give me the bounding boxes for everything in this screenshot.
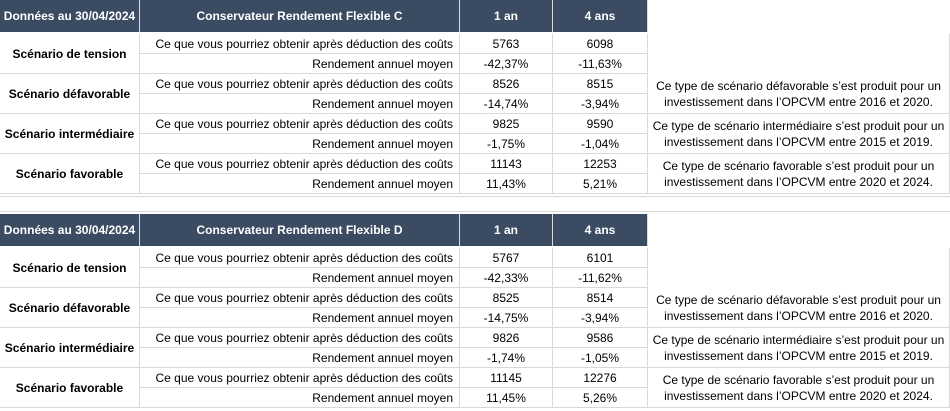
cost-label: Ce que vous pourriez obtenir après déduc… [140,154,460,174]
scenario-name: Scénario intermédiaire [0,114,140,154]
header-date: Données au 30/04/2024 [0,0,140,32]
header-4-years: 4 ans [553,214,648,246]
cost-label: Ce que vous pourriez obtenir après déduc… [140,74,460,94]
yield-label: Rendement annuel moyen [140,174,460,194]
yield-1-year: -42,33% [460,268,553,288]
cost-4-years: 9586 [553,328,648,348]
header-4-years: 4 ans [553,0,648,32]
cost-1-year: 9825 [460,114,553,134]
cost-label: Ce que vous pourriez obtenir après déduc… [140,34,460,54]
cost-label: Ce que vous pourriez obtenir après déduc… [140,368,460,388]
yield-label: Rendement annuel moyen [140,94,460,114]
header-date: Données au 30/04/2024 [0,214,140,246]
header-fund-name: Conservateur Rendement Flexible C [140,0,460,32]
cost-4-years: 6101 [553,248,648,268]
scenario-name: Scénario favorable [0,368,140,408]
scenario-comment: Ce type de scénario défavorable s’est pr… [648,74,950,114]
yield-4-years: -3,94% [553,308,648,328]
yield-1-year: 11,43% [460,174,553,194]
cost-1-year: 8526 [460,74,553,94]
cost-1-year: 8525 [460,288,553,308]
scenario-comment [648,248,950,288]
cost-1-year: 5767 [460,248,553,268]
yield-1-year: -1,75% [460,134,553,154]
table-separator [0,196,950,212]
yield-1-year: -42,37% [460,54,553,74]
yield-4-years: -11,63% [553,54,648,74]
yield-4-years: -3,94% [553,94,648,114]
cost-label: Ce que vous pourriez obtenir après déduc… [140,114,460,134]
cost-4-years: 6098 [553,34,648,54]
header-fund-name: Conservateur Rendement Flexible D [140,214,460,246]
yield-label: Rendement annuel moyen [140,268,460,288]
cost-4-years: 8515 [553,74,648,94]
yield-label: Rendement annuel moyen [140,134,460,154]
yield-1-year: 11,45% [460,388,553,408]
scenario-comment: Ce type de scénario intermédiaire s’est … [648,328,950,368]
scenario-comment: Ce type de scénario intermédiaire s’est … [648,114,950,154]
cost-label: Ce que vous pourriez obtenir après déduc… [140,328,460,348]
yield-4-years: -1,04% [553,134,648,154]
yield-1-year: -14,75% [460,308,553,328]
scenario-name: Scénario de tension [0,248,140,288]
yield-1-year: -1,74% [460,348,553,368]
scenario-name: Scénario de tension [0,34,140,74]
scenario-name: Scénario intermédiaire [0,328,140,368]
yield-label: Rendement annuel moyen [140,348,460,368]
yield-label: Rendement annuel moyen [140,388,460,408]
scenario-name: Scénario défavorable [0,74,140,114]
cost-4-years: 12276 [553,368,648,388]
cost-4-years: 8514 [553,288,648,308]
cost-1-year: 11145 [460,368,553,388]
yield-label: Rendement annuel moyen [140,308,460,328]
scenario-table: Données au 30/04/2024 Conservateur Rendem… [0,214,950,408]
cost-1-year: 9826 [460,328,553,348]
yield-4-years: 5,21% [553,174,648,194]
cost-1-year: 11143 [460,154,553,174]
scenario-name: Scénario défavorable [0,288,140,328]
scenario-comment: Ce type de scénario favorable s’est prod… [648,154,950,194]
scenario-comment [648,34,950,74]
cost-1-year: 5763 [460,34,553,54]
yield-1-year: -14,74% [460,94,553,114]
cost-4-years: 9590 [553,114,648,134]
header-1-year: 1 an [460,214,553,246]
scenario-comment: Ce type de scénario défavorable s’est pr… [648,288,950,328]
header-1-year: 1 an [460,0,553,32]
scenario-table: Données au 30/04/2024 Conservateur Rendem… [0,0,950,194]
yield-4-years: 5,26% [553,388,648,408]
cost-label: Ce que vous pourriez obtenir après déduc… [140,288,460,308]
yield-4-years: -11,62% [553,268,648,288]
scenario-comment: Ce type de scénario favorable s’est prod… [648,368,950,408]
yield-4-years: -1,05% [553,348,648,368]
yield-label: Rendement annuel moyen [140,54,460,74]
scenario-name: Scénario favorable [0,154,140,194]
cost-4-years: 12253 [553,154,648,174]
cost-label: Ce que vous pourriez obtenir après déduc… [140,248,460,268]
